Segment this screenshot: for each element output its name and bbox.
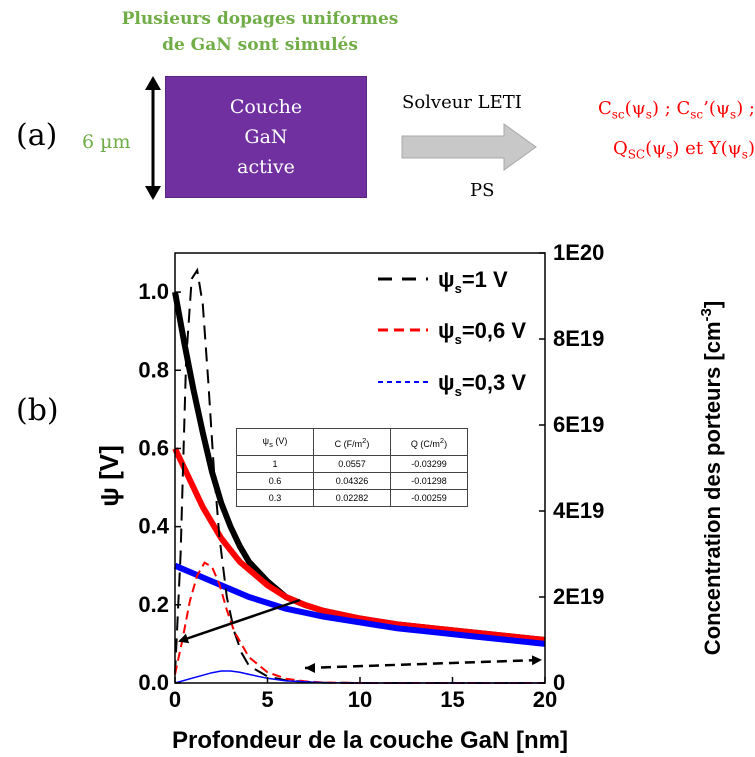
inset-cell: 1 <box>236 455 314 473</box>
inset-header-row: ψs (V) C (F/m2) Q (C/m2) <box>236 428 468 456</box>
box-line-1: Couche <box>229 96 303 118</box>
panel-b-label: (b) <box>16 393 59 428</box>
legend-label: ψs=0,3 V <box>438 370 526 399</box>
inset-row: 0.3 0.02282 -0.00259 <box>236 489 468 507</box>
y2-tick-label: 1E20 <box>553 240 604 265</box>
y-tick-label: 0.4 <box>138 514 169 539</box>
box-line-3: active <box>237 156 295 178</box>
x-tick-label: 10 <box>348 687 372 712</box>
inset-cell: 0.6 <box>236 472 314 490</box>
panel-a-label: (a) <box>16 118 58 153</box>
psi-curve-2 <box>173 562 546 647</box>
inset-header-psi: ψs (V) <box>236 428 314 456</box>
solver-label: Solveur LETI <box>402 92 522 113</box>
inset-cell: 0.3 <box>236 489 314 507</box>
x-tick-label: 5 <box>261 687 273 712</box>
psi-curve-1 <box>172 447 546 643</box>
layer-thickness-label: 6 µm <box>82 131 131 153</box>
simulation-note: Plusieurs dopages uniformes de GaN sont … <box>120 6 400 58</box>
inset-header-q: Q (C/m2) <box>390 428 468 456</box>
process-arrow <box>401 123 537 171</box>
solver-outputs: Csc(ψs) ; Csc’(ψs) ; QSC(ψs) et Y(ψs) <box>545 92 755 171</box>
inset-cell: 0.0557 <box>313 455 391 473</box>
plot-area: 0 5 10 15 20 0.0 0.2 0.4 0.6 0.8 1.0 0 2E19 4E19 6E19 8… <box>138 240 604 712</box>
y2-tick-label: 2E19 <box>553 584 604 609</box>
inset-row: 0.6 0.04326 -0.01298 <box>236 472 468 490</box>
y-tick-label: 0.0 <box>138 670 169 695</box>
x-tick-label: 0 <box>169 687 181 712</box>
arrow-tail <box>305 663 315 673</box>
gan-active-layer-box: Couche GaN active <box>165 76 367 198</box>
thickness-double-arrow <box>145 76 161 200</box>
x-tick-label: 15 <box>440 687 464 712</box>
y2-title-exponent: -3 <box>698 308 715 321</box>
y2-tick-label: 8E19 <box>553 326 604 351</box>
y-axis-title: ψ [V] <box>94 445 124 506</box>
note-line-2: de GaN sont simulés <box>162 35 358 55</box>
inset-cell: 0.04326 <box>313 472 391 490</box>
outputs-line-2: QSC(ψs) et Y(ψs) <box>612 137 755 162</box>
y2-tick-label: 4E19 <box>553 498 604 523</box>
y-tick-label: 0.2 <box>138 592 169 617</box>
y-tick-label: 0.6 <box>138 435 169 460</box>
y-tick-label: 0.8 <box>138 357 169 382</box>
box-line-2: GaN <box>244 126 288 148</box>
inset-table: ψs (V) C (F/m2) Q (C/m2) 1 0.0557 -0.03299… <box>236 428 468 507</box>
legend-label: ψs=0,6 V <box>438 318 526 347</box>
y-axis-title-text: ψ [V] <box>94 445 124 506</box>
arrow-to-right-axis <box>304 655 542 670</box>
y-tick-label: 1.0 <box>138 279 169 304</box>
ps-label: PS <box>470 180 495 201</box>
arrow-to-left-axis <box>178 598 301 644</box>
inset-cell: -0.01298 <box>390 472 468 490</box>
inset-cell: 0.02282 <box>313 489 391 507</box>
y2-title-bracket: ] <box>700 301 725 308</box>
x-tick-label: 20 <box>533 687 557 712</box>
note-line-1: Plusieurs dopages uniformes <box>121 9 399 29</box>
y2-tick-label: 0 <box>553 670 565 695</box>
inset-header-c: C (F/m2) <box>313 428 391 456</box>
y2-axis-title-text: Concentration des porteurs [cm-3] <box>698 301 725 655</box>
inset-cell: -0.03299 <box>390 455 468 473</box>
y2-tick-label: 6E19 <box>553 412 604 437</box>
outputs-line-1: Csc(ψs) ; Csc’(ψs) ; <box>597 98 755 122</box>
x-axis-title: Profondeur de la couche GaN [nm] <box>172 727 568 754</box>
y2-axis-title: Concentration des porteurs [cm-3] <box>698 301 725 655</box>
legend-label: ψs=1 V <box>438 267 508 296</box>
inset-row: 1 0.0557 -0.03299 <box>236 455 468 473</box>
inset-cell: -0.00259 <box>390 489 468 507</box>
